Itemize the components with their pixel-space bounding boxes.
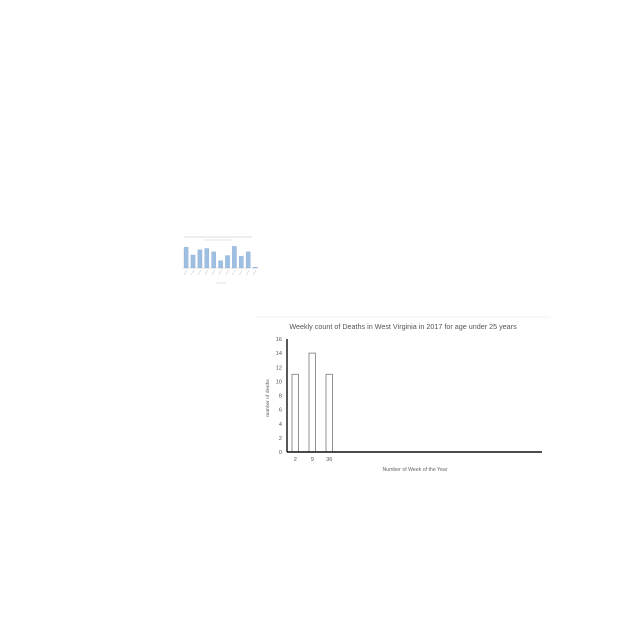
thumbnail-bar: [239, 256, 244, 269]
thumbnail-bar: [190, 254, 196, 269]
y-tick-label: 0: [279, 450, 282, 456]
y-tick-label: 10: [276, 379, 282, 385]
y-tick-label: 14: [276, 351, 282, 357]
x-tick-label: 9: [311, 457, 314, 463]
y-tick-label: 2: [279, 436, 282, 442]
thumbnail-x-label-mark: [218, 269, 222, 276]
thumbnail-x-label-mark: [252, 269, 257, 276]
y-axis-ticks: 0 2 4 6 8 10 12 14 16: [276, 337, 282, 456]
thumbnail-x-label-mark: [225, 269, 229, 276]
bar: [308, 352, 316, 453]
y-tick-label: 4: [279, 422, 282, 428]
x-tick-label: 36: [326, 457, 332, 463]
thumbnail-x-label-mark: [204, 269, 209, 276]
thumbnail-bar: [211, 251, 216, 269]
thumbnail-x-label-mark: [211, 269, 215, 276]
thumbnail-bar: [232, 246, 237, 269]
bars: [291, 352, 333, 453]
thumbnail-bar: [225, 255, 230, 269]
thumbnail-bar: [218, 260, 223, 269]
thumbnail-x-label-mark: [183, 269, 188, 276]
thumbnail-x-label-mark: [190, 269, 195, 276]
thumbnail-x-label-mark: [232, 269, 236, 276]
y-axis-label: number of deaths: [264, 379, 271, 416]
x-axis-ticks: 2 9 36: [294, 457, 333, 463]
thumbnail-bar-chart: [182, 236, 258, 284]
thumbnail-x-label-mark: [239, 269, 243, 276]
thumbnail-x-label-mark: [197, 269, 202, 276]
y-tick-label: 12: [276, 365, 282, 371]
thumbnail-bar: [183, 247, 189, 269]
thumbnail-title-lines: [184, 236, 252, 241]
x-axis-label: Number of Week of the Year: [382, 467, 447, 473]
y-tick-label: 8: [279, 394, 282, 400]
thumbnail-bar: [204, 248, 210, 269]
chart-title: Weekly count of Deaths in West Virginia …: [289, 322, 517, 331]
y-tick-label: 6: [279, 408, 282, 414]
y-tick-label: 16: [276, 337, 282, 343]
thumbnail-x-labels: [183, 269, 257, 276]
thumbnail-bar: [197, 249, 203, 269]
x-tick-label: 2: [294, 457, 297, 463]
thumbnail-bar: [245, 251, 251, 269]
thumbnail-bar: [252, 267, 258, 269]
deaths-bar-chart: Weekly count of Deaths in West Virginia …: [256, 316, 550, 473]
bar: [325, 373, 333, 453]
bar: [291, 373, 299, 453]
thumbnail-x-label-mark: [245, 269, 250, 276]
